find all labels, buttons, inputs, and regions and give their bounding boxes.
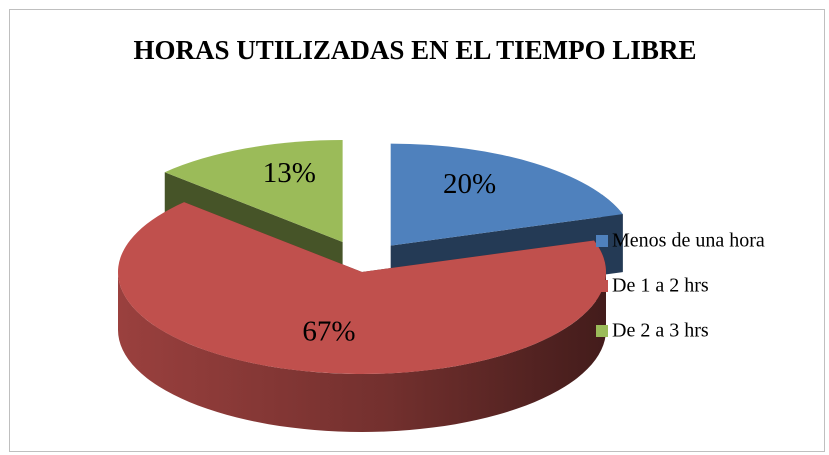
legend-swatch: [596, 325, 608, 337]
legend-label: Menos de una hora: [612, 230, 765, 252]
slice: [164, 140, 343, 243]
slice-side: [118, 272, 606, 432]
legend-swatch: [596, 235, 608, 247]
chart-title: HORAS UTILIZADAS EN EL TIEMPO LIBRE: [133, 35, 697, 65]
data-label: 20%: [443, 168, 496, 200]
legend-swatch: [596, 280, 608, 292]
data-label: 67%: [302, 315, 355, 347]
slice: [390, 143, 623, 246]
legend-label: De 2 a 3 hrs: [612, 320, 709, 342]
data-label: 13%: [263, 157, 316, 189]
legend-label: De 1 a 2 hrs: [612, 275, 709, 297]
slice: [117, 202, 606, 374]
